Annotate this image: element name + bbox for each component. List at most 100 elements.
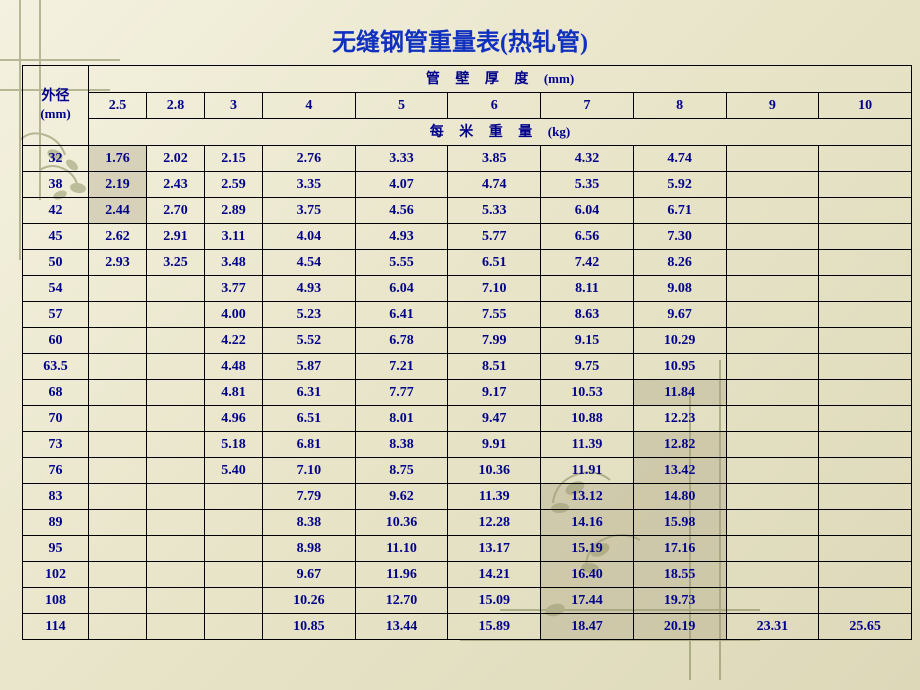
weight-cell: 6.56 xyxy=(541,224,634,250)
weight-cell: 5.40 xyxy=(205,458,263,484)
thickness-col-7: 7 xyxy=(541,93,634,119)
weight-cell xyxy=(819,484,912,510)
table-row: 11410.8513.4415.8918.4720.1923.3125.65 xyxy=(23,614,912,640)
page-title: 无缝钢管重量表(热轧管) xyxy=(0,0,920,65)
weight-cell: 4.04 xyxy=(263,224,356,250)
table-row: 63.54.485.877.218.519.7510.95 xyxy=(23,354,912,380)
weight-cell: 6.51 xyxy=(263,406,356,432)
weight-cell: 7.99 xyxy=(448,328,541,354)
weight-cell: 2.70 xyxy=(147,198,205,224)
weight-cell: 3.35 xyxy=(263,172,356,198)
weight-cell: 2.91 xyxy=(147,224,205,250)
weight-cell: 5.52 xyxy=(263,328,356,354)
weight-cell: 3.25 xyxy=(147,250,205,276)
outer-diameter-cell: 68 xyxy=(23,380,89,406)
weight-cell: 4.81 xyxy=(205,380,263,406)
weight-cell xyxy=(89,536,147,562)
weight-cell xyxy=(819,198,912,224)
table-row: 684.816.317.779.1710.5311.84 xyxy=(23,380,912,406)
weight-cell xyxy=(726,536,819,562)
weight-cell: 9.75 xyxy=(541,354,634,380)
weight-cell: 5.35 xyxy=(541,172,634,198)
outer-diameter-cell: 57 xyxy=(23,302,89,328)
weight-cell xyxy=(147,614,205,640)
weight-cell: 6.31 xyxy=(263,380,356,406)
weight-cell: 4.22 xyxy=(205,328,263,354)
weight-cell: 3.77 xyxy=(205,276,263,302)
weight-cell xyxy=(819,302,912,328)
weight-cell: 5.87 xyxy=(263,354,356,380)
weight-cell: 8.38 xyxy=(263,510,356,536)
weight-cell xyxy=(819,406,912,432)
table-row: 382.192.432.593.354.074.745.355.92 xyxy=(23,172,912,198)
table-row: 735.186.818.389.9111.3912.82 xyxy=(23,432,912,458)
weight-cell xyxy=(89,276,147,302)
weight-cell xyxy=(726,172,819,198)
outer-diameter-cell: 50 xyxy=(23,250,89,276)
thickness-col-9: 9 xyxy=(726,93,819,119)
weight-cell: 5.23 xyxy=(263,302,356,328)
weight-cell: 7.77 xyxy=(355,380,448,406)
weight-cell xyxy=(819,224,912,250)
outer-diameter-cell: 95 xyxy=(23,536,89,562)
weight-cell xyxy=(89,458,147,484)
weight-cell: 10.53 xyxy=(541,380,634,406)
weight-cell xyxy=(147,354,205,380)
weight-cell: 17.16 xyxy=(633,536,726,562)
table-row: 502.933.253.484.545.556.517.428.26 xyxy=(23,250,912,276)
weight-cell: 8.63 xyxy=(541,302,634,328)
weight-cell xyxy=(726,328,819,354)
weight-cell xyxy=(726,432,819,458)
weight-cell: 10.36 xyxy=(355,510,448,536)
weight-cell: 4.07 xyxy=(355,172,448,198)
weight-cell: 6.51 xyxy=(448,250,541,276)
weight-cell: 4.96 xyxy=(205,406,263,432)
outer-diameter-unit: (mm) xyxy=(40,106,70,121)
weight-cell: 18.55 xyxy=(633,562,726,588)
weight-cell: 9.67 xyxy=(633,302,726,328)
outer-diameter-cell: 89 xyxy=(23,510,89,536)
weight-cell xyxy=(89,302,147,328)
weight-cell: 9.15 xyxy=(541,328,634,354)
thickness-unit: (mm) xyxy=(544,71,574,86)
header-weight-per-meter: 每 米 重 量 (kg) xyxy=(89,119,912,146)
weight-cell xyxy=(89,484,147,510)
weight-cell: 7.55 xyxy=(448,302,541,328)
outer-diameter-cell: 114 xyxy=(23,614,89,640)
weight-cell: 12.28 xyxy=(448,510,541,536)
weight-table: 外径 (mm) 管 壁 厚 度 (mm) 2.52.8345678910 每 米… xyxy=(22,65,912,640)
weight-cell xyxy=(89,354,147,380)
weight-cell: 4.93 xyxy=(263,276,356,302)
weight-cell: 5.33 xyxy=(448,198,541,224)
weight-cell: 19.73 xyxy=(633,588,726,614)
weight-cell: 7.10 xyxy=(263,458,356,484)
weight-cell xyxy=(147,458,205,484)
weight-cell: 10.36 xyxy=(448,458,541,484)
weight-cell: 15.98 xyxy=(633,510,726,536)
weight-cell: 2.15 xyxy=(205,146,263,172)
weight-cell xyxy=(147,328,205,354)
weight-cell: 3.75 xyxy=(263,198,356,224)
weight-cell: 2.19 xyxy=(89,172,147,198)
table-row: 604.225.526.787.999.1510.29 xyxy=(23,328,912,354)
weight-table-wrap: 外径 (mm) 管 壁 厚 度 (mm) 2.52.8345678910 每 米… xyxy=(22,65,912,640)
thickness-col-3: 3 xyxy=(205,93,263,119)
weight-cell xyxy=(147,484,205,510)
weight-cell: 6.04 xyxy=(355,276,448,302)
outer-diameter-cell: 42 xyxy=(23,198,89,224)
weight-cell xyxy=(726,406,819,432)
weight-unit: (kg) xyxy=(548,124,570,139)
weight-cell: 11.39 xyxy=(541,432,634,458)
weight-cell xyxy=(89,614,147,640)
weight-cell xyxy=(819,510,912,536)
weight-cell: 2.93 xyxy=(89,250,147,276)
weight-cell: 13.44 xyxy=(355,614,448,640)
weight-cell xyxy=(819,146,912,172)
weight-cell xyxy=(819,588,912,614)
weight-cell xyxy=(726,458,819,484)
table-row: 704.966.518.019.4710.8812.23 xyxy=(23,406,912,432)
table-row: 574.005.236.417.558.639.67 xyxy=(23,302,912,328)
weight-cell: 23.31 xyxy=(726,614,819,640)
weight-cell: 4.48 xyxy=(205,354,263,380)
weight-cell: 10.88 xyxy=(541,406,634,432)
